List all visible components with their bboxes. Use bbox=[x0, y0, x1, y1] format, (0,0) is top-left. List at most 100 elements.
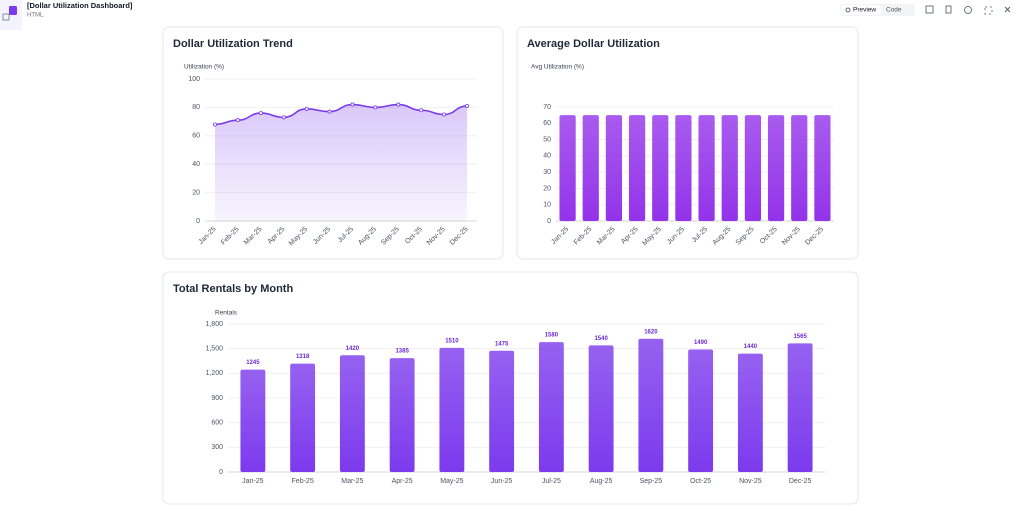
bar bbox=[698, 115, 715, 221]
y-tick-label: 50 bbox=[543, 136, 551, 143]
data-label: 1490 bbox=[694, 340, 708, 346]
bar bbox=[538, 342, 564, 472]
bar bbox=[559, 115, 576, 221]
bar bbox=[721, 115, 738, 221]
point bbox=[396, 102, 401, 107]
point bbox=[281, 115, 286, 120]
y-tick-label: 100 bbox=[188, 76, 200, 83]
x-tick-label: Aug-25 bbox=[590, 478, 613, 485]
point bbox=[373, 105, 378, 110]
bar bbox=[605, 115, 623, 221]
bar bbox=[439, 347, 465, 472]
sidebar-toggle[interactable] bbox=[2, 13, 10, 21]
y-tick-label: 10 bbox=[543, 202, 551, 209]
y-tick-label: 20 bbox=[543, 185, 551, 192]
data-label: 1385 bbox=[395, 349, 409, 355]
point bbox=[419, 108, 424, 113]
bookmark-btn[interactable] bbox=[945, 5, 952, 14]
doc-title: [Dollar Utilization Dashboard] bbox=[27, 1, 133, 10]
y-axis-label: Rentals bbox=[215, 310, 238, 317]
point bbox=[442, 112, 447, 117]
bar bbox=[688, 349, 714, 472]
point bbox=[235, 118, 240, 123]
y-axis-label: Avg Utilization (%) bbox=[531, 64, 584, 71]
data-label: 1620 bbox=[644, 329, 658, 335]
y-tick-label: 30 bbox=[543, 169, 551, 176]
y-tick-label: 70 bbox=[543, 104, 551, 111]
data-label: 1540 bbox=[594, 336, 608, 342]
data-label: 1245 bbox=[246, 360, 260, 366]
download-btn[interactable] bbox=[925, 5, 934, 14]
data-label: 1475 bbox=[495, 341, 509, 347]
close-btn[interactable] bbox=[1004, 6, 1011, 13]
bar bbox=[638, 338, 664, 472]
y-tick-label: 1,800 bbox=[205, 321, 223, 328]
area bbox=[215, 104, 467, 221]
data-label: 1510 bbox=[445, 338, 459, 344]
data-label: 1420 bbox=[346, 346, 360, 352]
data-label: 1440 bbox=[744, 344, 758, 350]
bar bbox=[767, 115, 785, 221]
eye-icon bbox=[845, 7, 851, 13]
y-tick-label: 60 bbox=[192, 133, 200, 140]
point bbox=[304, 106, 309, 111]
x-tick-label: May-25 bbox=[440, 478, 463, 485]
bar bbox=[737, 353, 763, 472]
y-tick-label: 1,500 bbox=[205, 346, 223, 353]
point bbox=[212, 122, 217, 127]
bar bbox=[744, 115, 762, 221]
globe-btn[interactable] bbox=[964, 6, 972, 14]
x-tick-label: Jul-25 bbox=[542, 478, 561, 485]
y-axis-label: Utilization (%) bbox=[184, 64, 224, 71]
data-label: 1318 bbox=[296, 354, 310, 360]
data-label: 1565 bbox=[793, 334, 807, 340]
data-label: 1580 bbox=[545, 333, 559, 339]
code-label[interactable]: Code bbox=[886, 7, 902, 14]
y-tick-label: 40 bbox=[192, 161, 200, 168]
preview-label[interactable]: Preview bbox=[853, 7, 876, 14]
bar bbox=[588, 345, 614, 472]
x-tick-label: Feb-25 bbox=[292, 478, 314, 485]
y-tick-label: 60 bbox=[543, 120, 551, 127]
x-tick-label: Mar-25 bbox=[341, 478, 363, 485]
chart-title: Dollar Utilization Trend bbox=[173, 38, 293, 50]
point bbox=[327, 109, 332, 114]
bar bbox=[675, 115, 692, 221]
y-tick-label: 0 bbox=[219, 469, 223, 476]
bar bbox=[814, 115, 831, 221]
preview-tab[interactable] bbox=[841, 5, 881, 15]
x-tick-label: Oct-25 bbox=[690, 478, 711, 485]
x-tick-label: Apr-25 bbox=[392, 478, 413, 485]
y-tick-label: 1,200 bbox=[205, 370, 223, 377]
bar bbox=[290, 363, 316, 472]
y-tick-label: 20 bbox=[192, 189, 200, 196]
bar bbox=[489, 350, 515, 472]
y-tick-label: 40 bbox=[543, 153, 551, 160]
x-tick-label: Dec-25 bbox=[789, 478, 812, 485]
line bbox=[214, 103, 468, 126]
x-tick-label: Sep-25 bbox=[640, 478, 663, 485]
y-tick-label: 900 bbox=[211, 395, 223, 402]
y-tick-label: 300 bbox=[211, 444, 223, 451]
bar bbox=[389, 358, 415, 472]
bar bbox=[787, 343, 813, 472]
y-tick-label: 600 bbox=[211, 420, 223, 427]
y-tick-label: 80 bbox=[192, 104, 200, 111]
app-icon bbox=[9, 6, 17, 15]
bar bbox=[582, 115, 599, 221]
x-tick-label: Jan-25 bbox=[242, 478, 264, 485]
bar bbox=[628, 115, 646, 221]
bar bbox=[240, 369, 266, 472]
fullscreen-btn[interactable] bbox=[984, 6, 993, 15]
bar bbox=[339, 355, 365, 472]
chart-title: Total Rentals by Month bbox=[173, 283, 293, 295]
point bbox=[350, 102, 355, 107]
point bbox=[464, 103, 469, 108]
x-tick-label: Jun-25 bbox=[491, 478, 513, 485]
chart-title: Average Dollar Utilization bbox=[527, 38, 660, 50]
y-tick-label: 0 bbox=[547, 218, 551, 225]
point bbox=[258, 111, 263, 116]
x-tick-label: Nov-25 bbox=[739, 478, 762, 485]
bar bbox=[791, 115, 808, 221]
